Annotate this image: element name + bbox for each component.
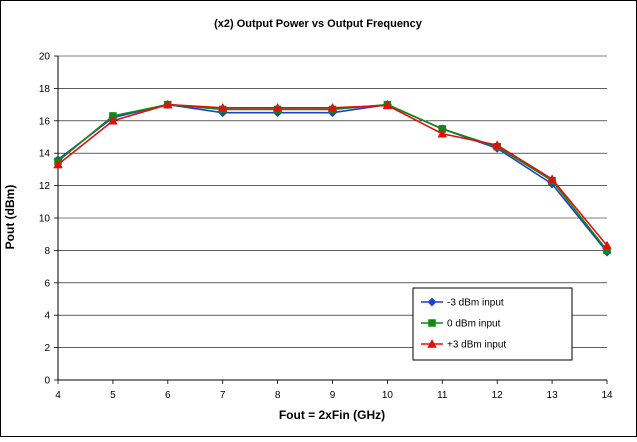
y-tick-label: 12 (39, 181, 51, 192)
y-tick-label: 6 (44, 278, 50, 289)
x-tick-label: 7 (220, 390, 226, 401)
legend-label-2: 0 dBm input (447, 319, 501, 330)
x-tick-label: 6 (165, 390, 171, 401)
point-marker-triangle (427, 339, 437, 348)
point-marker-triangle (108, 115, 118, 125)
plot-layer: 0 2 4 6 8 10 12 14 16 18 20 4 5 6 7 8 9 10 11 12 13 14 (39, 52, 613, 402)
point-marker-triangle (217, 102, 228, 112)
x-tick-label: 4 (55, 390, 61, 401)
x-tick-label: 12 (492, 390, 504, 401)
point-marker-diamond (427, 297, 437, 307)
y-tick-label: 4 (44, 311, 50, 322)
y-tick-label: 10 (39, 214, 51, 225)
x-tick-label: 9 (330, 390, 336, 401)
x-tick-label: 10 (382, 390, 394, 401)
y-tick-label: 2 (44, 343, 50, 354)
legend-label-3: +3 dBm input (447, 340, 506, 351)
y-tick-label: 18 (39, 84, 51, 95)
y-tick-label: 16 (39, 116, 51, 127)
x-tick-label: 8 (275, 390, 281, 401)
legend: -3 dBm input 0 dBm input +3 dBm input (412, 287, 573, 361)
point-marker-triangle (382, 100, 393, 110)
x-tick-label: 11 (437, 390, 448, 401)
y-axis-label: Pout (dBm) (3, 185, 17, 250)
point-marker-triangle (437, 128, 448, 138)
y-tick-label: 0 (44, 376, 50, 387)
point-marker-triangle (327, 102, 338, 112)
x-axis-label: Fout = 2xFin (GHz) (279, 408, 385, 422)
x-tick-label: 13 (547, 390, 559, 401)
y-tick-label: 14 (39, 149, 51, 160)
legend-box (412, 287, 573, 361)
point-marker-triangle (53, 159, 63, 169)
legend-label-1: -3 dBm input (447, 298, 504, 309)
chart-title: (x2) Output Power vs Output Frequency (214, 18, 423, 30)
point-marker-triangle (547, 174, 557, 183)
y-tick-label: 8 (44, 246, 50, 257)
point-marker-triangle (272, 102, 283, 112)
point-marker-triangle (162, 99, 173, 109)
y-tick-label: 20 (39, 52, 51, 63)
x-tick-label: 5 (110, 390, 116, 401)
point-marker-square (428, 319, 436, 327)
point-marker-triangle (492, 140, 503, 149)
x-tick-label: 14 (601, 390, 613, 401)
point-marker-triangle (602, 240, 612, 250)
